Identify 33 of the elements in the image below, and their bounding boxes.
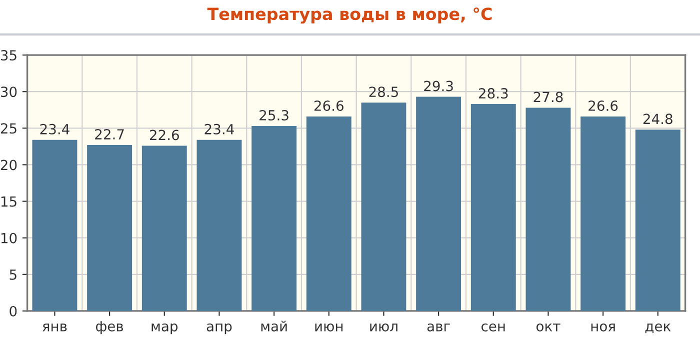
x-tick-label: янв (42, 324, 67, 332)
data-label: 26.6 (588, 100, 618, 111)
chart-title: Температура воды в море, °C (207, 7, 492, 24)
y-tick-label: 5 (10, 270, 16, 280)
x-tick-label: июл (370, 323, 398, 332)
x-tick-label: окт (536, 323, 560, 332)
data-label: 22.6 (150, 130, 179, 140)
data-label: 23.4 (40, 124, 70, 134)
data-label: 22.7 (95, 129, 124, 140)
y-tick-label: 35 (0, 50, 16, 61)
y-tick-label: 0 (10, 306, 17, 316)
data-label: 26.6 (314, 100, 344, 111)
y-tick-label: 25 (0, 123, 16, 134)
x-tick-label: апр (206, 323, 232, 334)
data-label: 28.5 (369, 86, 398, 98)
data-label: 23.4 (204, 124, 234, 134)
data-label: 24.8 (643, 114, 672, 124)
data-label: 29.3 (424, 80, 453, 92)
y-tick-label: 10 (1, 232, 17, 244)
x-tick-label: ноя (591, 323, 615, 332)
y-tick-label: 30 (0, 86, 17, 98)
x-tick-label: мар (152, 323, 178, 334)
y-tick-label: 20 (0, 160, 17, 170)
x-tick-label: авг (427, 323, 450, 332)
data-label: 28.3 (478, 88, 508, 99)
x-tick-label: сен (482, 323, 505, 332)
y-tick-label: 15 (1, 196, 16, 207)
x-tick-label: май (261, 320, 287, 332)
x-tick-label: июн (315, 323, 343, 332)
x-tick-label: дек (645, 323, 671, 334)
data-label: 25.3 (260, 110, 288, 120)
x-tick-label: фев (96, 321, 124, 334)
data-label: 27.8 (534, 92, 563, 102)
